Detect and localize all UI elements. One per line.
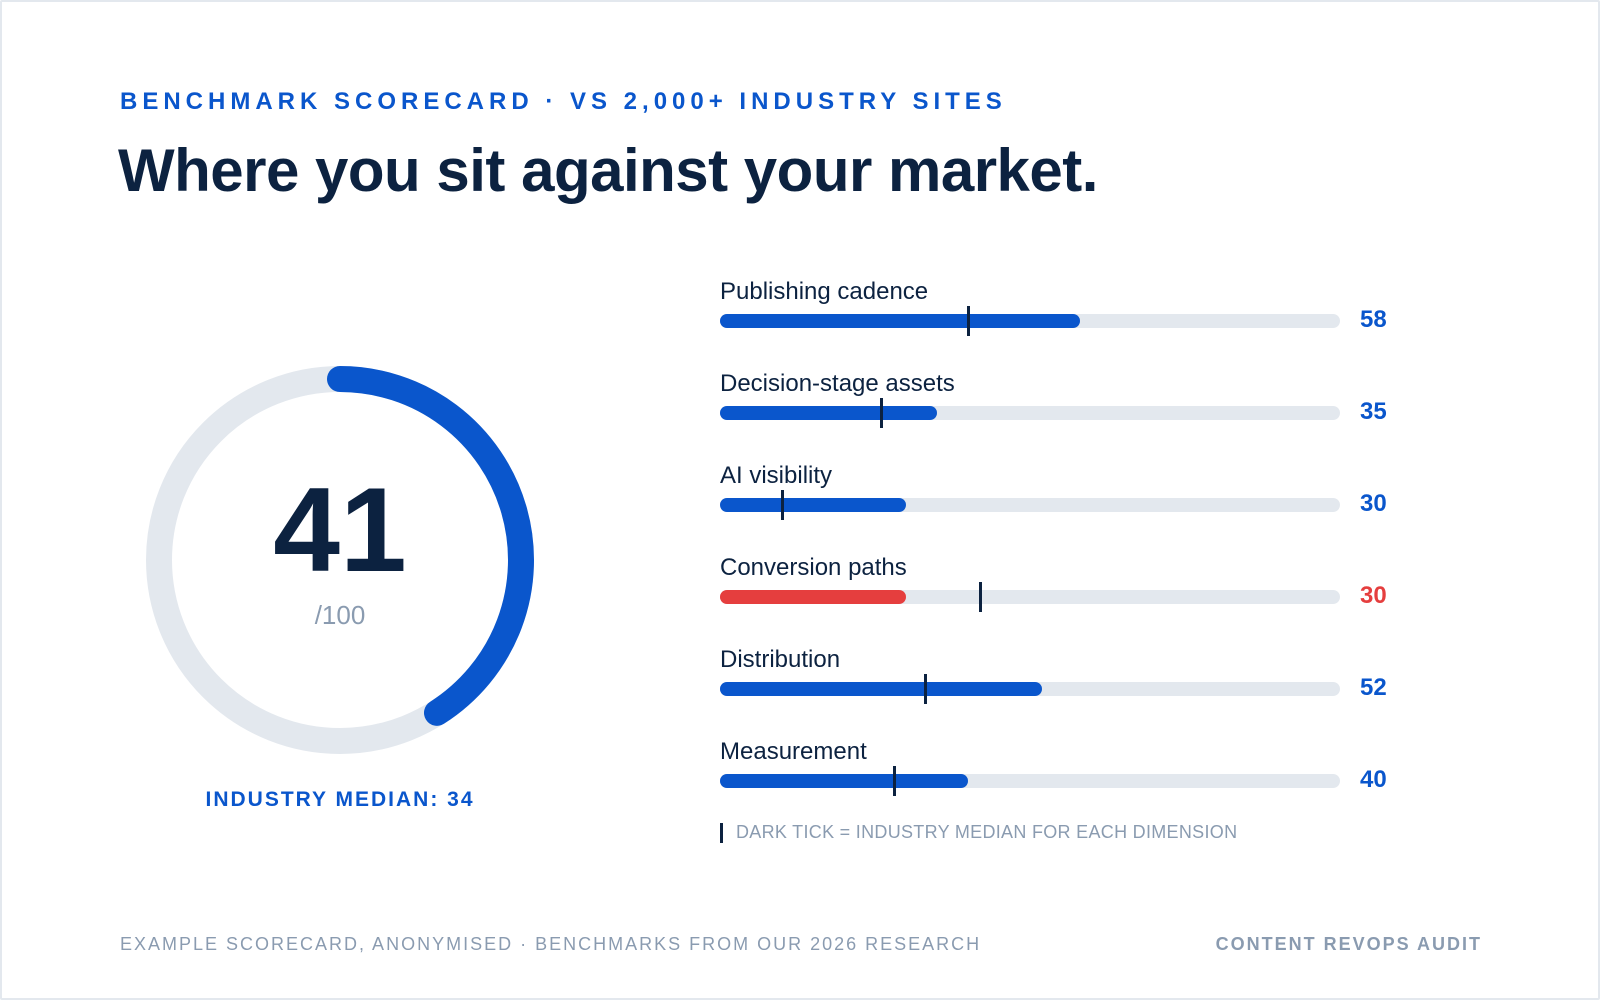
dimension-value-label: 40 — [1360, 766, 1387, 793]
dimension-value-label: 35 — [1360, 398, 1387, 425]
dimension-row: Distribution 52 — [720, 638, 1400, 730]
overall-score-value: 41 — [273, 463, 407, 597]
dimension-bar — [720, 406, 937, 420]
industry-median-label: INDUSTRY MEDIAN: 34 — [205, 788, 475, 811]
industry-median-tick — [880, 398, 884, 428]
gauge-ring — [146, 366, 534, 754]
dimension-row: AI visibility 30 — [720, 454, 1400, 546]
dimension-label: Publishing cadence — [720, 278, 929, 305]
dimension-label: Distribution — [720, 646, 841, 673]
page-title: Where you sit against your market. — [118, 137, 1098, 204]
dimension-label: AI visibility — [720, 462, 833, 489]
overall-score-max: /100 — [314, 600, 366, 630]
dimension-value-label: 30 — [1360, 490, 1387, 517]
dimension-bar-track — [720, 674, 1340, 704]
dimension-label: Decision-stage assets — [720, 370, 955, 397]
industry-median-tick — [781, 490, 784, 520]
industry-median-tick — [967, 306, 970, 336]
industry-median-tick — [979, 582, 983, 612]
dimension-bar — [720, 682, 1043, 696]
dimension-bar-track — [720, 398, 1340, 428]
industry-median-tick — [923, 674, 927, 704]
legend-text: DARK TICK = INDUSTRY MEDIAN FOR EACH DIM… — [736, 822, 1238, 842]
legend-tick-mark — [720, 822, 723, 843]
dimension-bar-track — [720, 490, 1340, 520]
industry-median-tick — [892, 766, 896, 796]
gauge-value-arc — [327, 366, 534, 726]
dimension-bar — [720, 590, 906, 604]
dimension-row: Conversion paths 30 — [720, 546, 1400, 638]
dimension-label: Conversion paths — [720, 554, 907, 581]
overall-score-gauge: 41 /100 — [140, 360, 540, 760]
dimension-value-label: 52 — [1360, 674, 1387, 701]
dimension-bar — [720, 498, 906, 512]
dimension-bar-chart: Publishing cadence 58 Decision-stage asset… — [720, 270, 1400, 822]
footer-note: EXAMPLE SCORECARD, ANONYMISED · BENCHMAR… — [120, 934, 982, 954]
dimension-bar-track — [720, 582, 1340, 612]
footer-brand: CONTENT REVOPS AUDIT — [1215, 934, 1482, 954]
median-legend: DARK TICK = INDUSTRY MEDIAN FOR EACH DIM… — [720, 822, 1237, 843]
dimension-bar — [720, 314, 1080, 328]
dimension-row: Decision-stage assets 35 — [720, 362, 1400, 454]
dimension-row: Publishing cadence 58 — [720, 270, 1400, 362]
dimension-row: Measurement 40 — [720, 730, 1400, 822]
dimension-bar — [720, 774, 968, 788]
dimension-bar-track — [720, 766, 1340, 796]
eyebrow-label: BENCHMARK SCORECARD · VS 2,000+ INDUSTRY… — [120, 88, 1007, 115]
dimension-value-label: 30 — [1360, 582, 1387, 609]
dimension-label: Measurement — [720, 738, 867, 765]
dimension-bar-track — [720, 306, 1340, 336]
dimension-value-label: 58 — [1360, 306, 1387, 333]
